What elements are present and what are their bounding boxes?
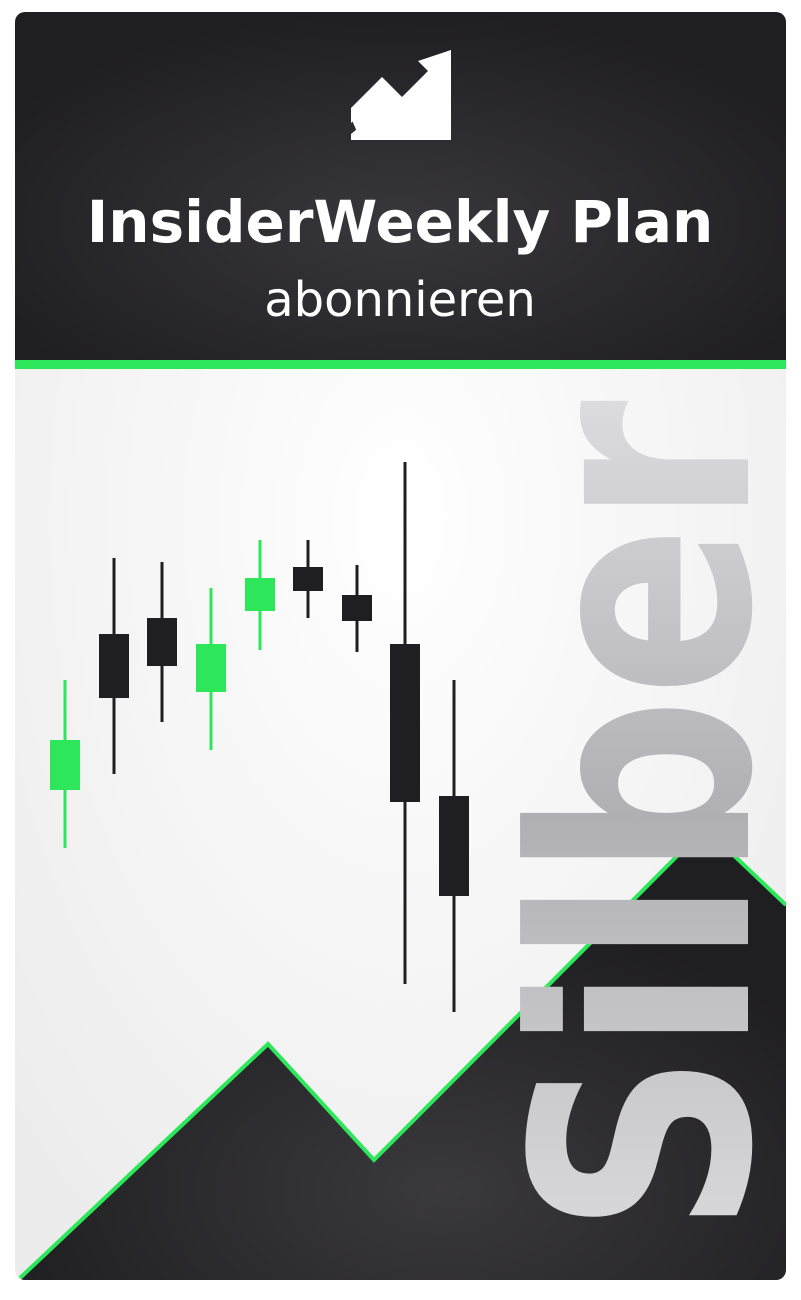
candles bbox=[50, 462, 469, 1012]
chart-icon bbox=[351, 50, 451, 140]
candle bbox=[390, 462, 420, 984]
candle bbox=[342, 565, 372, 652]
candle bbox=[99, 558, 129, 774]
background-word: Silber bbox=[470, 398, 801, 1235]
candle bbox=[147, 562, 177, 722]
candle bbox=[293, 540, 323, 618]
mountain-outline bbox=[18, 825, 786, 1280]
candle bbox=[196, 588, 226, 750]
subtitle[interactable]: abonnieren bbox=[264, 272, 536, 328]
header-line bbox=[15, 360, 786, 369]
title: InsiderWeekly Plan bbox=[87, 188, 714, 256]
candle bbox=[439, 680, 469, 1012]
candle bbox=[50, 680, 80, 848]
candle bbox=[245, 540, 275, 650]
header-bg bbox=[15, 12, 786, 362]
card: Silber bbox=[15, 12, 801, 1280]
